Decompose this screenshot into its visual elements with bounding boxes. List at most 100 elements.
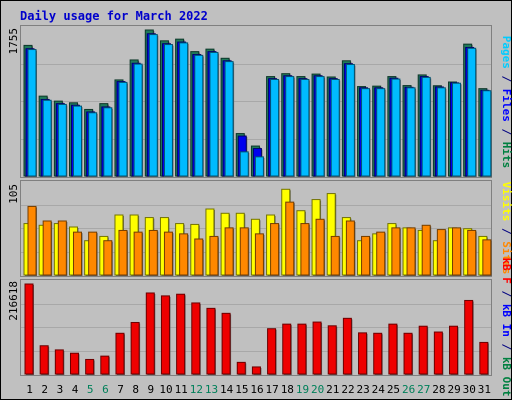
bar-pages-day-18 <box>285 76 295 177</box>
bar-pages-day-6 <box>103 107 113 177</box>
bar-sites-day-9 <box>148 229 158 276</box>
bar-kbf-day-7 <box>115 332 125 375</box>
bar-sites-day-1 <box>27 205 37 276</box>
bar-kbf-day-28 <box>433 331 443 375</box>
bar-sites-day-21 <box>330 235 340 276</box>
bar-pages-day-24 <box>376 88 386 177</box>
bar-sites-day-15 <box>239 227 249 276</box>
x-axis-day-labels: 1 2 3 4 5 6 7 8 9 10 11 12 13 14 15 16 17 18 19 20 21 22 23 24 2… <box>26 383 491 396</box>
bar-sites-day-12 <box>194 238 204 276</box>
bar-pages-day-31 <box>482 90 492 177</box>
day-label-4: 4 <box>72 383 79 396</box>
bar-pages-day-30 <box>467 47 477 177</box>
day-label-12: 12 <box>190 383 203 396</box>
bar-kbf-day-2 <box>39 345 49 375</box>
chart-title: Daily usage for March 2022 <box>20 9 208 23</box>
day-label-24: 24 <box>372 383 386 396</box>
bar-sites-day-11 <box>179 233 189 276</box>
bar-kbf-day-5 <box>85 358 95 375</box>
bar-kbf-day-3 <box>54 349 64 375</box>
day-label-27: 27 <box>417 383 430 396</box>
legend-label-4: Hits <box>500 142 512 169</box>
panel-bottom-ymax-label: 216618 <box>7 281 20 321</box>
bar-sites-day-13 <box>209 235 219 276</box>
bar-sites-day-5 <box>88 231 98 276</box>
panel-middle-ymax-label: 105 <box>7 184 20 204</box>
bar-sites-day-22 <box>345 220 355 276</box>
day-label-19: 19 <box>296 383 309 396</box>
bar-pages-day-29 <box>452 82 462 177</box>
day-label-6: 6 <box>102 383 109 396</box>
bar-kbf-day-11 <box>176 293 186 375</box>
bar-kbf-day-13 <box>206 307 216 375</box>
bar-kbf-day-26 <box>403 332 413 375</box>
legend-label-3: / <box>500 122 512 142</box>
bar-pages-day-13 <box>209 51 219 177</box>
bar-pages-day-27 <box>421 76 431 177</box>
bar-pages-day-19 <box>300 78 310 177</box>
bar-sites-day-28 <box>436 229 446 276</box>
bar-kbf-day-15 <box>236 361 246 375</box>
day-label-3: 3 <box>57 383 64 396</box>
bar-pages-day-26 <box>406 87 416 177</box>
bar-pages-day-28 <box>436 87 446 177</box>
day-label-11: 11 <box>175 383 188 396</box>
bar-kbf-day-18 <box>282 323 292 375</box>
legend-label-1: / <box>500 221 512 241</box>
panel-bottom-legend: kB F / kB In / kB Out <box>500 257 512 396</box>
day-label-7: 7 <box>117 383 124 396</box>
day-label-5: 5 <box>87 383 94 396</box>
legend-label-0: kB F <box>500 257 512 284</box>
bar-kbf-day-25 <box>388 323 398 375</box>
bar-pages-day-8 <box>133 63 143 177</box>
day-label-13: 13 <box>205 383 218 396</box>
bar-pages-day-1 <box>27 49 37 177</box>
bar-kbf-day-30 <box>464 299 474 375</box>
bar-pages-day-10 <box>163 44 173 177</box>
legend-label-2: Sites <box>500 241 512 274</box>
bar-pages-day-21 <box>330 78 340 177</box>
bar-pages-day-23 <box>361 88 371 177</box>
bar-sites-day-18 <box>285 201 295 276</box>
bar-kbf-day-19 <box>297 323 307 375</box>
bar-kbf-day-24 <box>373 332 383 375</box>
bar-kbf-day-17 <box>267 328 277 375</box>
bar-kbf-day-9 <box>145 292 155 375</box>
day-label-26: 26 <box>402 383 415 396</box>
bar-kbf-day-22 <box>342 317 352 375</box>
day-label-16: 16 <box>250 383 263 396</box>
bar-sites-day-17 <box>270 223 280 276</box>
legend-label-3: / <box>500 337 512 357</box>
day-label-18: 18 <box>281 383 294 396</box>
bar-sites-day-23 <box>361 235 371 276</box>
bar-kbf-day-31 <box>479 341 489 375</box>
panel-middle-bars <box>23 188 492 276</box>
bar-kbf-day-8 <box>130 321 140 375</box>
bar-pages-day-15 <box>239 151 249 177</box>
legend-label-4: kB Out <box>500 357 512 397</box>
bar-pages-day-16 <box>254 156 264 177</box>
panel-bottom: 216618 kB F / kB In / kB Out <box>7 257 512 396</box>
legend-label-2: kB In <box>500 304 512 337</box>
panel-top-bars <box>23 29 492 178</box>
bar-sites-day-2 <box>42 220 52 276</box>
legend-label-1: / <box>500 284 512 304</box>
bar-sites-day-30 <box>467 229 477 276</box>
bar-pages-day-11 <box>179 42 189 177</box>
bar-kbf-day-29 <box>449 325 459 375</box>
bar-kbf-day-6 <box>100 355 110 375</box>
bar-sites-day-27 <box>421 224 431 276</box>
day-label-10: 10 <box>159 383 172 396</box>
bar-sites-day-16 <box>254 233 264 276</box>
panel-top-ymax-label: 1755 <box>7 28 20 55</box>
bar-pages-day-5 <box>88 112 98 177</box>
day-label-31: 31 <box>478 383 491 396</box>
bar-kbf-day-27 <box>418 325 428 375</box>
bar-sites-day-6 <box>103 240 113 276</box>
day-label-29: 29 <box>447 383 460 396</box>
panel-middle: 105 Visits / Sites <box>7 180 512 277</box>
bar-pages-day-3 <box>57 103 67 177</box>
day-label-23: 23 <box>357 383 370 396</box>
bar-kbf-day-4 <box>69 352 79 375</box>
